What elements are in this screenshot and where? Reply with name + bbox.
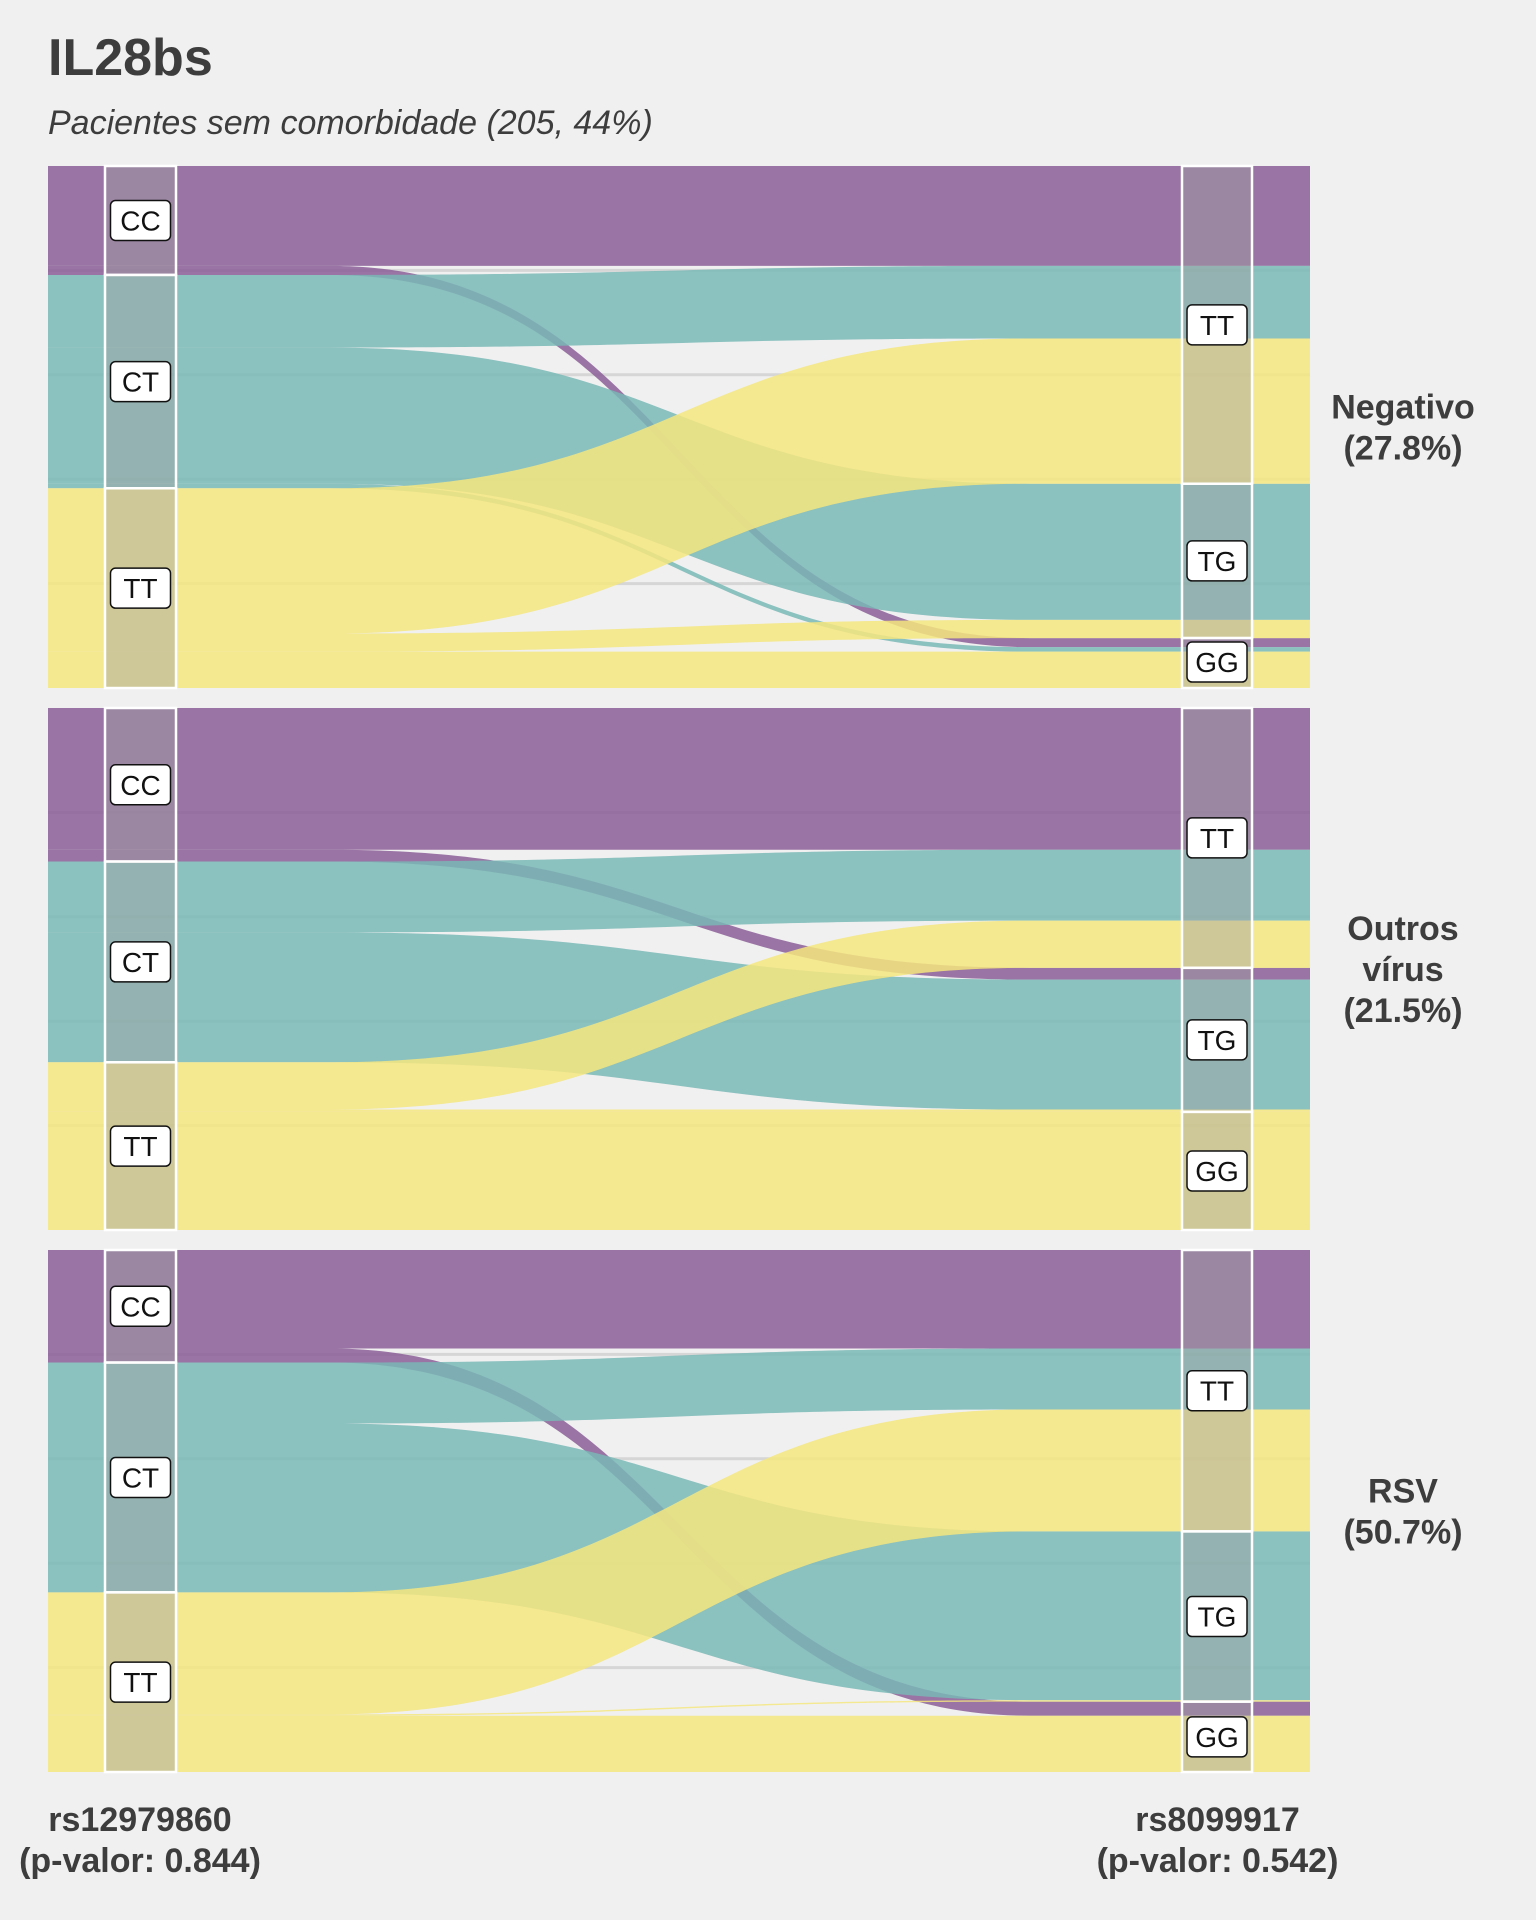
stratum-label-box	[109, 941, 172, 983]
flow-ribbon	[48, 849, 1310, 933]
stratum-label-box	[1186, 817, 1248, 859]
flow-ribbon	[48, 265, 1310, 348]
stratum-label-right-tt: TT	[1200, 1376, 1234, 1407]
flow-ribbon	[48, 338, 1310, 634]
flow-ribbon	[48, 1109, 1310, 1112]
facet-panel: CC CT TT TT TG GG Outros vírus (21.5%)	[48, 706, 1463, 1232]
stratum-label-box	[1186, 304, 1248, 346]
stratum-label-box	[109, 1661, 172, 1703]
flow-ribbon	[48, 1715, 1310, 1772]
stratum-label-right-tg: TG	[1198, 546, 1237, 577]
stratum-label-box	[1186, 1150, 1248, 1192]
stratum-label-left-cc: CC	[120, 1291, 160, 1322]
stratum-label-box	[1186, 540, 1248, 582]
stratum-label-left-tt: TT	[123, 1667, 157, 1698]
stratum-label-box	[109, 1456, 172, 1499]
stratum-label-left-cc: CC	[120, 770, 160, 801]
stratum-label-right-gg: GG	[1195, 1156, 1239, 1187]
x-axis-label-right: rs8099917 (p-valor: 0.542)	[1075, 1800, 1360, 1882]
flow-ribbon	[48, 1700, 1310, 1716]
stratum-label-box	[109, 1125, 172, 1167]
flow-ribbon	[48, 1111, 1310, 1230]
stratum-label-right-gg: GG	[1195, 647, 1239, 678]
stratum-label-left-cc: CC	[120, 205, 160, 236]
flow-ribbon	[48, 1250, 1310, 1349]
axis2-pvalue: (p-valor: 0.542)	[1096, 1842, 1339, 1880]
stratum-label-right-tt: TT	[1200, 823, 1234, 854]
stratum-label-right-tt: TT	[1200, 310, 1234, 341]
stratum-label-left-ct: CT	[122, 947, 159, 978]
chart-title: IL28bs	[48, 29, 213, 87]
stratum-label-box	[109, 199, 172, 242]
stratum-label-box	[1186, 1019, 1248, 1061]
facet-label: RSV (50.7%)	[1343, 1473, 1462, 1552]
flow-ribbon	[48, 619, 1310, 652]
facet-panel: CC CT TT TT TG GG Negativo (27.8%)	[48, 164, 1475, 690]
stratum-label-box	[109, 567, 172, 609]
chart-subtitle: Pacientes sem comorbidade (205, 44%)	[48, 104, 653, 142]
axis1-name: rs12979860	[48, 1801, 232, 1839]
stratum-label-left-tt: TT	[123, 573, 157, 604]
stratum-label-right-tg: TG	[1198, 1025, 1237, 1056]
stratum-label-left-ct: CT	[122, 1462, 159, 1493]
flow-ribbon	[48, 483, 1310, 652]
stratum-label-box	[109, 1285, 172, 1328]
flow-ribbon	[48, 651, 1310, 688]
stratum-label-box	[1186, 1716, 1248, 1758]
facet-panel: CC CT TT TT TG GG RSV (50.7%)	[48, 1248, 1463, 1774]
stratum-label-box	[1186, 641, 1248, 683]
flow-ribbon	[48, 1409, 1310, 1715]
stratum-label-right-tg: TG	[1198, 1602, 1237, 1633]
stratum-label-left-ct: CT	[122, 367, 159, 398]
flow-ribbon	[48, 920, 1310, 1110]
facet-label: Negativo (27.8%)	[1331, 389, 1475, 468]
facet-label: Outros vírus (21.5%)	[1343, 910, 1462, 1030]
stratum-label-left-tt: TT	[123, 1131, 157, 1162]
stratum-label-box	[109, 360, 172, 403]
flow-ribbon	[48, 708, 1310, 850]
stratum-label-right-gg: GG	[1195, 1722, 1239, 1753]
stratum-label-box	[1186, 1369, 1248, 1412]
flow-ribbon	[48, 1348, 1310, 1424]
stratum-label-box	[109, 764, 172, 806]
axis1-pvalue: (p-valor: 0.844)	[19, 1842, 261, 1880]
axis2-name: rs8099917	[1135, 1801, 1300, 1839]
x-axis-label-left: rs12979860 (p-valor: 0.844)	[0, 1800, 280, 1882]
stratum-label-box	[1186, 1595, 1248, 1638]
flow-ribbon	[48, 166, 1310, 266]
